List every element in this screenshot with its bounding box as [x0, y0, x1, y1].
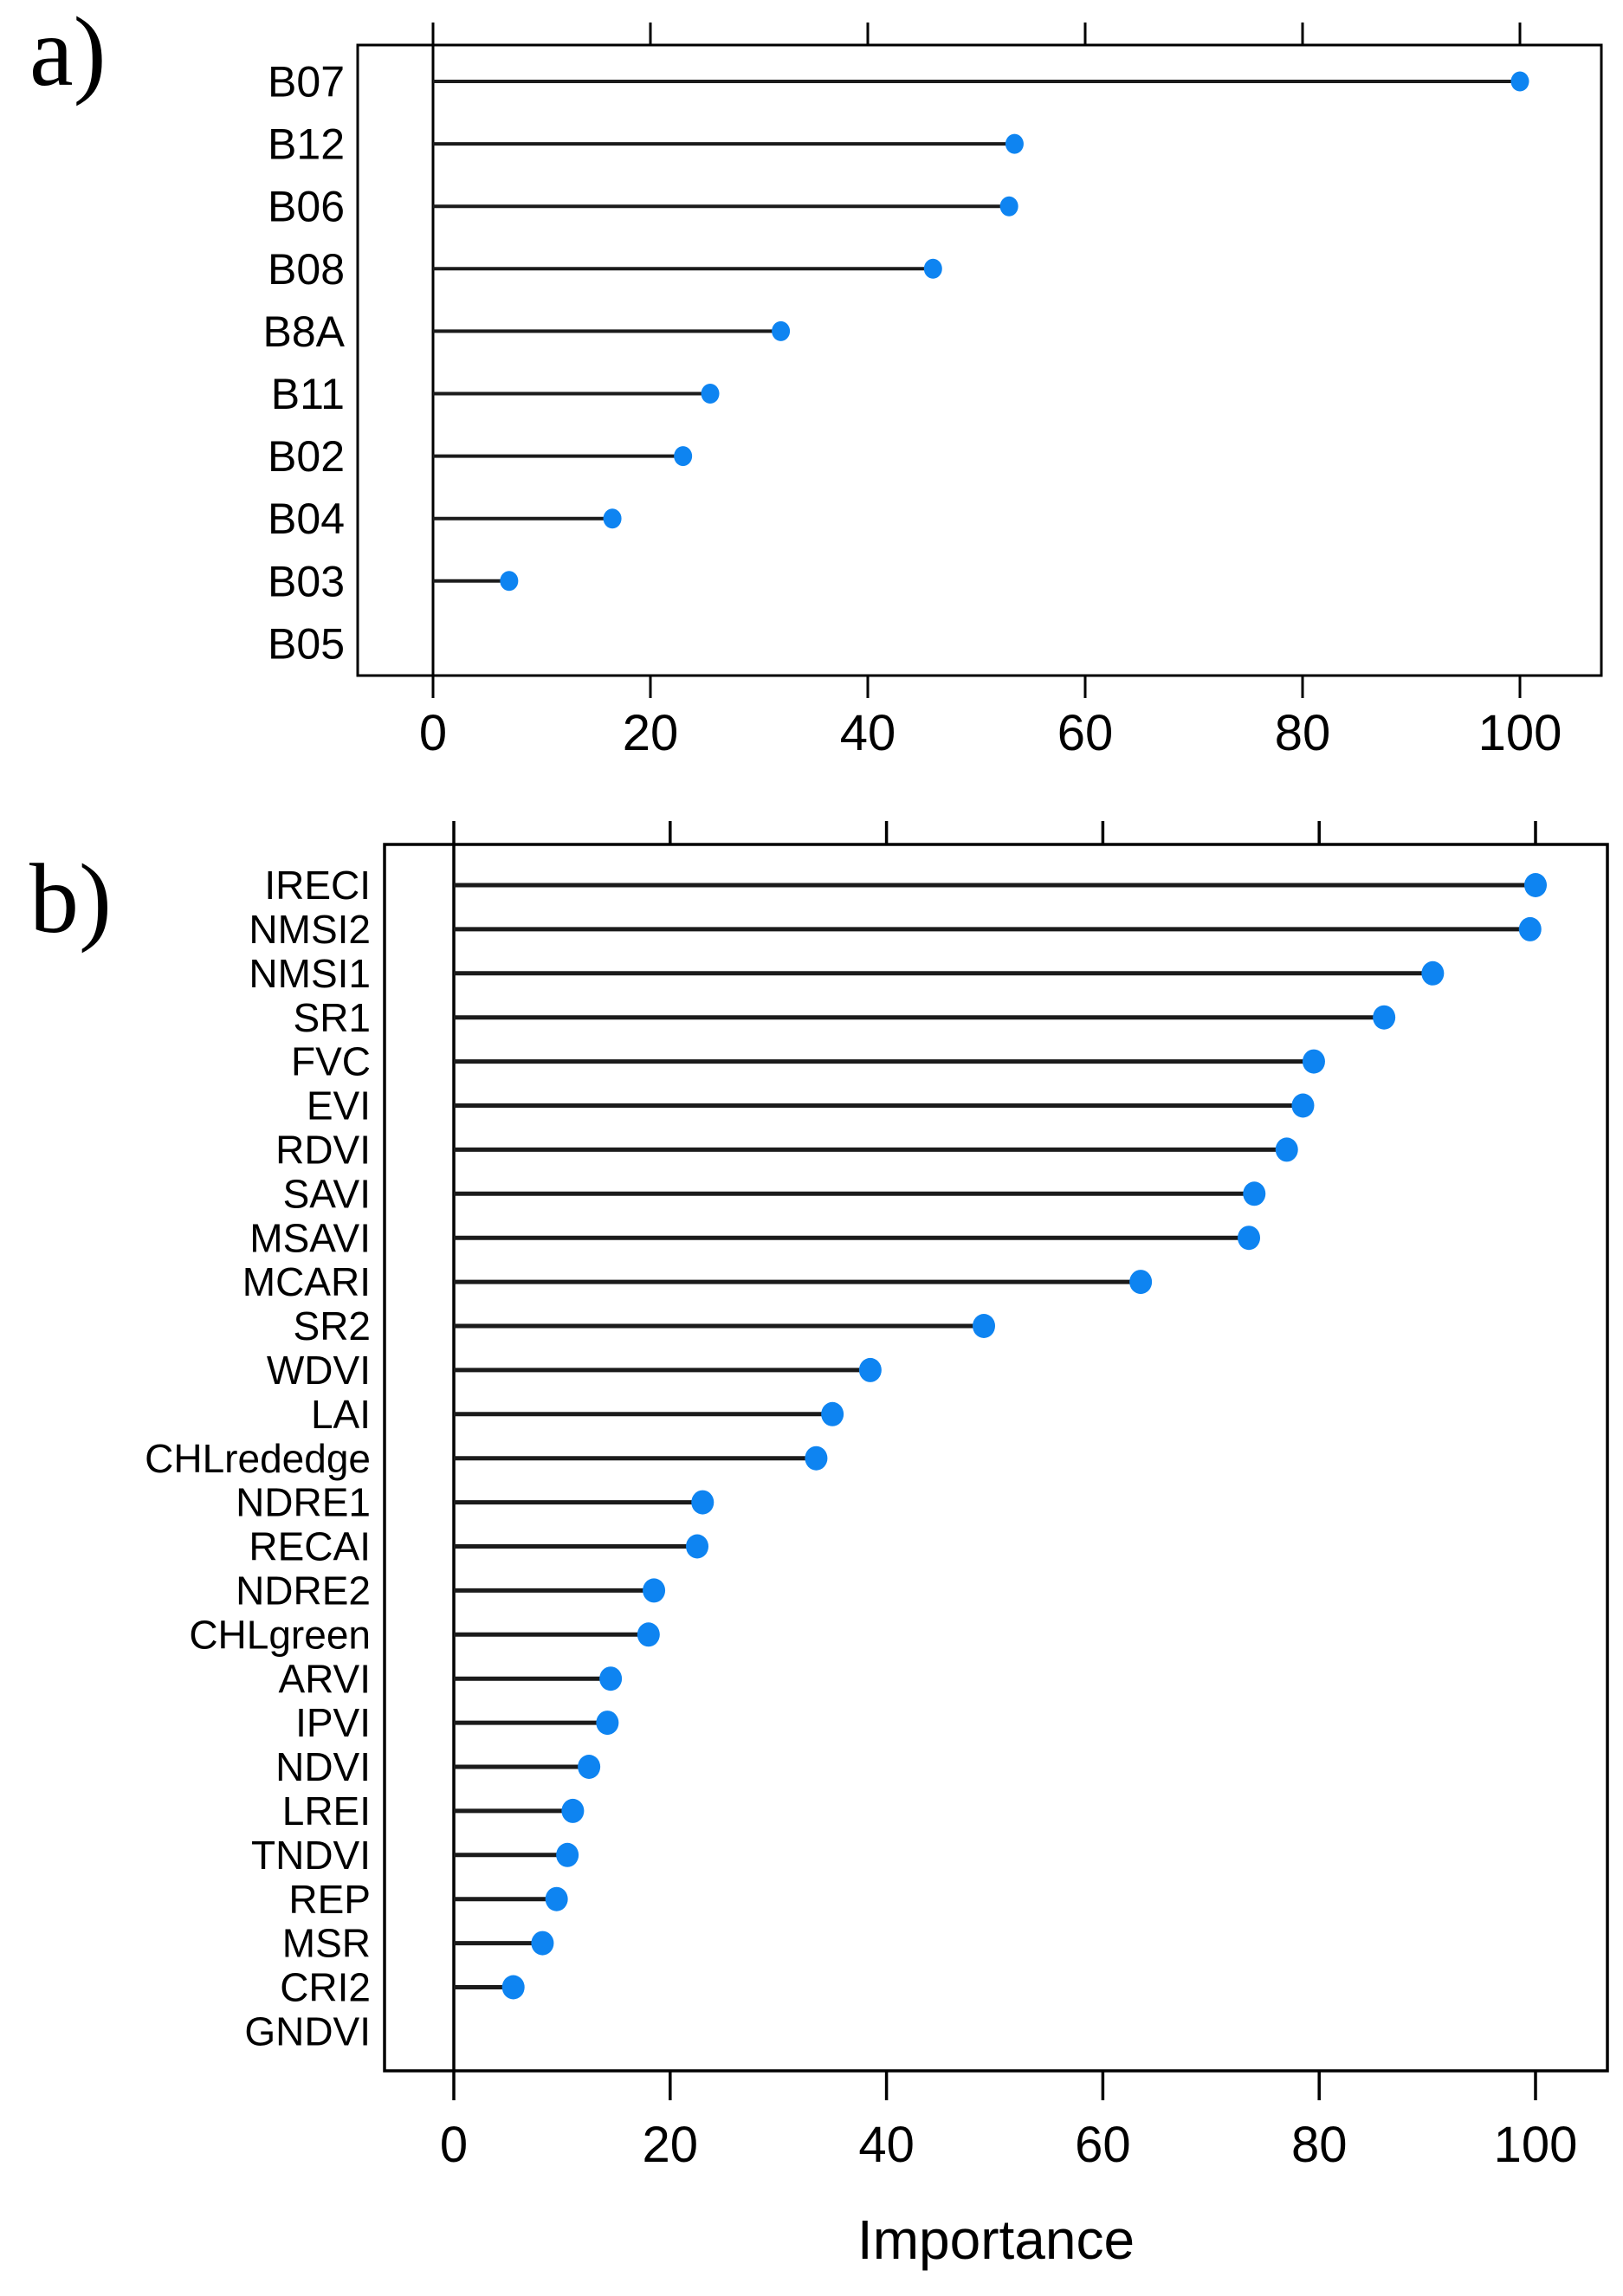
dot-SR2	[973, 1314, 996, 1338]
plot-box	[383, 843, 1609, 2073]
category-label-SR2: SR2	[294, 1303, 371, 1348]
dot-B07	[1510, 71, 1529, 92]
dot-NDVI	[578, 1755, 601, 1779]
x-tick-label: 60	[1057, 705, 1114, 761]
category-label-NMSI1: NMSI1	[249, 951, 371, 996]
category-label-IPVI: IPVI	[295, 1700, 371, 1745]
dot-IRECI	[1524, 873, 1547, 897]
panel-a-chart: 0 20 40 60 80 100 B07 B12 B06 B08 B8A B11 B02 B04 B03 B…	[262, 23, 1603, 761]
category-label-B02: B02	[268, 432, 345, 481]
category-label-SR1: SR1	[294, 995, 371, 1040]
x-tick-label: 20	[643, 2117, 699, 2173]
dot-SAVI	[1243, 1181, 1266, 1206]
category-label-TNDVI: TNDVI	[251, 1833, 371, 1878]
dot-CHLgreen	[637, 1622, 660, 1647]
dot-MSAVI	[1238, 1226, 1261, 1251]
category-label-B06: B06	[268, 183, 345, 231]
dot-IPVI	[596, 1711, 619, 1736]
category-label-B11: B11	[271, 370, 345, 418]
dot-MCARI	[1129, 1270, 1153, 1295]
dot-REP	[545, 1886, 568, 1911]
plot-box	[356, 43, 1603, 677]
dot-NDRE1	[691, 1490, 715, 1515]
category-label-MSAVI: MSAVI	[249, 1215, 371, 1260]
category-label-ARVI: ARVI	[278, 1656, 371, 1701]
category-label-MSR: MSR	[282, 1921, 371, 1966]
dot-TNDVI	[556, 1842, 579, 1867]
category-label-LREI: LREI	[282, 1788, 371, 1834]
dot-B02	[674, 446, 693, 467]
x-tick-label: 40	[858, 2117, 915, 2173]
category-label-RECAI: RECAI	[249, 1524, 371, 1569]
category-label-CHLrededge: CHLrededge	[145, 1436, 371, 1481]
category-label-SAVI: SAVI	[283, 1171, 371, 1216]
dot-NMSI2	[1518, 916, 1542, 941]
x-tick-label: 100	[1478, 705, 1562, 761]
dot-B12	[1005, 133, 1024, 154]
category-label-IRECI: IRECI	[264, 863, 371, 908]
dot-B08	[923, 258, 942, 279]
dot-RECAI	[686, 1534, 709, 1559]
dot-B8A	[772, 320, 791, 341]
dot-CHLrededge	[805, 1446, 828, 1471]
x-tick-label: 20	[623, 705, 679, 761]
panel-a-letter: a)	[29, 0, 107, 107]
category-label-CHLgreen: CHLgreen	[189, 1612, 371, 1657]
dot-LREI	[561, 1798, 585, 1823]
dot-B06	[999, 196, 1018, 217]
x-tick-label: 0	[419, 705, 447, 761]
dot-NMSI1	[1421, 960, 1445, 986]
category-label-NDRE2: NDRE2	[236, 1568, 371, 1614]
category-label-FVC: FVC	[291, 1039, 371, 1084]
x-tick-label: 100	[1494, 2117, 1578, 2173]
panel-b-letter: b)	[29, 844, 112, 954]
dot-WDVI	[858, 1357, 882, 1382]
category-label-B08: B08	[268, 245, 345, 294]
dot-EVI	[1291, 1093, 1315, 1118]
category-label-REP: REP	[288, 1877, 371, 1922]
x-axis-title: Importance	[857, 2209, 1135, 2271]
panel-b-chart: 0 20 40 60 80 100 IRECINMSI2NMSI1SR1FVCEVIRDVI…	[145, 821, 1609, 2271]
category-label-LAI: LAI	[311, 1392, 371, 1437]
category-label-CRI2: CRI2	[280, 1965, 371, 2010]
x-tick-label: 80	[1275, 705, 1331, 761]
x-tick-label: 80	[1291, 2117, 1348, 2173]
category-label-EVI: EVI	[307, 1083, 371, 1129]
category-label-WDVI: WDVI	[267, 1348, 371, 1393]
category-label-B8A: B8A	[262, 307, 345, 356]
dot-LAI	[821, 1401, 844, 1426]
dot-ARVI	[599, 1666, 623, 1691]
dot-B04	[603, 508, 622, 529]
dot-RDVI	[1275, 1137, 1298, 1162]
dot-B03	[500, 571, 519, 592]
category-label-NDVI: NDVI	[275, 1744, 371, 1789]
x-tick-label: 0	[440, 2117, 468, 2173]
category-label-MCARI: MCARI	[242, 1259, 371, 1304]
dot-SR1	[1373, 1005, 1396, 1030]
x-tick-label: 40	[840, 705, 896, 761]
category-label-B04: B04	[268, 495, 345, 543]
category-label-RDVI: RDVI	[275, 1128, 371, 1173]
dot-CRI2	[501, 1975, 525, 2000]
x-tick-label: 60	[1075, 2117, 1131, 2173]
category-label-B12: B12	[268, 120, 345, 169]
category-label-GNDVI: GNDVI	[244, 2009, 371, 2054]
dot-NDRE2	[643, 1578, 666, 1603]
category-label-NDRE1: NDRE1	[236, 1480, 371, 1525]
category-label-NMSI2: NMSI2	[249, 907, 371, 952]
category-label-B07: B07	[268, 58, 345, 107]
category-label-B05: B05	[268, 619, 345, 668]
category-label-B03: B03	[268, 557, 345, 605]
dot-B11	[701, 384, 720, 404]
dot-FVC	[1302, 1049, 1325, 1074]
dot-MSR	[531, 1931, 554, 1956]
